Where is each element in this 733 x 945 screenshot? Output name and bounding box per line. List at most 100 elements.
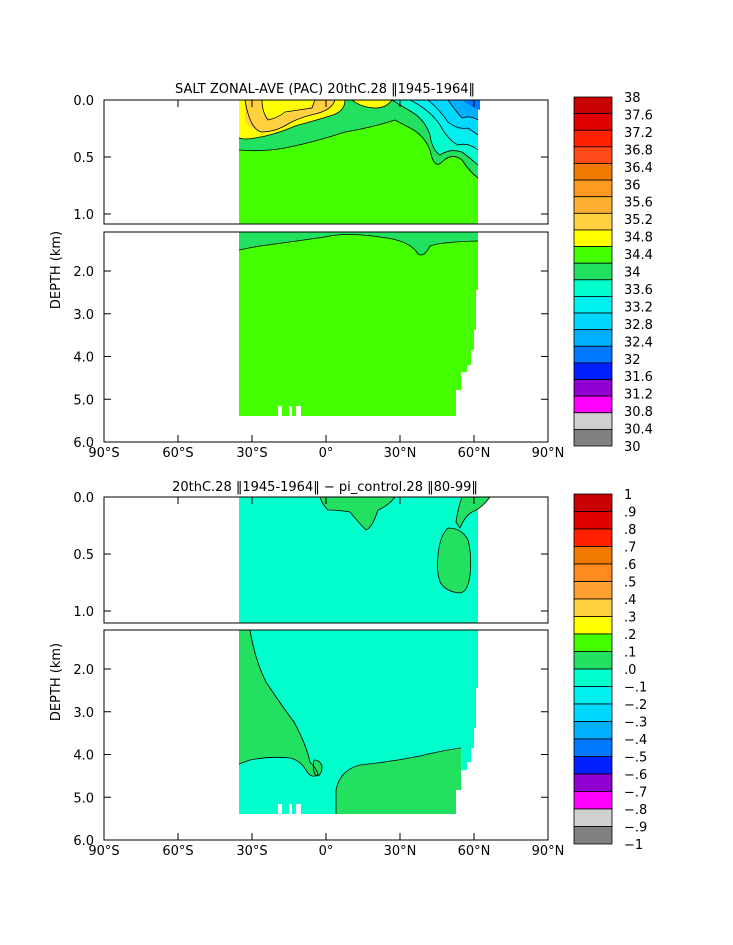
colorbar-swatch [573, 296, 613, 314]
salinity-lower-field [238, 232, 479, 416]
colorbar-label: .8 [624, 523, 636, 538]
x-tick-label: 30°S [236, 844, 267, 859]
y-tick-label: 6.0 [73, 436, 94, 451]
difference-upper-field [239, 497, 491, 623]
y-tick-label: 0.0 [73, 94, 94, 109]
colorbar-label: −.3 [624, 716, 647, 731]
x-tick-label: 90°S [88, 446, 119, 461]
y-tick-label: 1.0 [73, 208, 94, 223]
colorbar-swatch [573, 196, 613, 214]
colorbar-swatch [573, 129, 613, 148]
colorbar-label: 31.6 [624, 370, 653, 385]
difference-axes: 90°S 60°S 30°S 0° 30°N 60°N 90°N 0.0 0.5 1.0 2.0 3.… [73, 491, 564, 859]
colorbar-label: 37.2 [624, 126, 653, 141]
colorbar-label: 37.6 [624, 108, 653, 123]
colorbar-swatch [573, 179, 613, 198]
salinity-title: SALT ZONAL-AVE (PAC) 20thC.28 ‖1945-1964… [175, 82, 475, 97]
colorbar-swatch [573, 651, 613, 670]
x-tick-label: 0° [319, 446, 334, 461]
x-tick-label: 60°N [458, 844, 491, 859]
colorbar-swatch [573, 791, 613, 810]
colorbar-swatch [573, 756, 613, 775]
colorbar-label: .1 [624, 646, 636, 661]
colorbar-swatch [573, 808, 613, 827]
colorbar-swatch [573, 598, 613, 617]
colorbar-swatch [573, 246, 613, 264]
salinity-land-gaps [278, 406, 301, 416]
difference-south-positive [239, 630, 318, 777]
salinity-panel: SALT ZONAL-AVE (PAC) 20thC.28 ‖1945-1964… [49, 82, 653, 461]
x-tick-label: 30°N [384, 844, 417, 859]
colorbar-label: 38 [624, 91, 641, 106]
colorbar-swatch [573, 163, 613, 181]
difference-colorbar: 1 .9 .8 .7 .6 .5 .4 .3 .2 .1 .0 −.1 −.2 −.3 −.4 −.5 −.6 −… [573, 488, 647, 853]
salinity-colorbar: 38 37.6 37.2 36.8 36.4 36 35.6 35.2 34.8 34.4 34 33… [573, 91, 653, 455]
y-tick-label: 2.0 [73, 663, 94, 678]
colorbar-label: 36 [624, 178, 641, 193]
colorbar-swatch [573, 379, 613, 397]
colorbar-label: 31.2 [624, 388, 653, 403]
colorbar-swatch [573, 229, 613, 247]
colorbar-swatch [573, 826, 613, 845]
colorbar-swatch [573, 262, 613, 281]
colorbar-swatch [573, 546, 613, 565]
colorbar-label: −.9 [624, 821, 647, 836]
colorbar-swatch [573, 395, 613, 414]
colorbar-label: 36.4 [624, 161, 653, 176]
x-tick-label: 90°N [532, 844, 565, 859]
salinity-contour-34-8-north [352, 100, 392, 108]
x-tick-label: 30°S [236, 446, 267, 461]
y-tick-label: 5.0 [73, 393, 94, 408]
colorbar-label: 32.8 [624, 318, 653, 333]
colorbar-swatch [573, 428, 613, 447]
colorbar-swatch [573, 581, 613, 600]
colorbar-label: .2 [624, 628, 636, 643]
colorbar-swatch [573, 329, 613, 347]
colorbar-swatch [573, 96, 613, 115]
colorbar-swatch [573, 563, 613, 582]
colorbar-swatch [573, 738, 613, 757]
colorbar-label: −.5 [624, 751, 647, 766]
colorbar-swatch [573, 146, 613, 164]
salinity-contour-35-6 [262, 100, 315, 119]
colorbar-label: .9 [624, 506, 636, 521]
colorbar-label: .3 [624, 611, 636, 626]
colorbar-label: 32.4 [624, 335, 653, 350]
colorbar-label: −.1 [624, 681, 647, 696]
colorbar-label: 34.8 [624, 231, 653, 246]
colorbar-swatch [573, 721, 613, 740]
colorbar-swatch [573, 668, 613, 687]
salinity-upper-layer [239, 232, 478, 255]
y-tick-label: 6.0 [73, 834, 94, 849]
colorbar-swatch [573, 279, 613, 297]
salinity-upper-field [238, 100, 480, 224]
colorbar-label: 35.6 [624, 196, 653, 211]
x-tick-label: 60°S [162, 446, 193, 461]
colorbar-swatch [573, 212, 613, 231]
difference-upper-contours [319, 497, 491, 594]
y-tick-label: 4.0 [73, 749, 94, 764]
colorbar-swatch [573, 511, 613, 530]
salinity-lower-contours [238, 234, 479, 256]
colorbar-label: .4 [624, 593, 636, 608]
colorbar-swatch [573, 528, 613, 547]
y-tick-label: 0.5 [73, 151, 94, 166]
colorbar-swatch [573, 345, 613, 364]
salinity-deep-field [239, 232, 478, 416]
colorbar-label: 34 [624, 266, 641, 281]
difference-panel: 20thC.28 ‖1945-1964‖ − pi_control.28 ‖80… [49, 480, 647, 859]
colorbar-swatch [573, 362, 613, 380]
x-tick-label: 60°N [458, 446, 491, 461]
difference-subpolar-cell [437, 528, 471, 593]
colorbar-swatch [573, 113, 613, 131]
colorbar-label: −.2 [624, 698, 647, 713]
colorbar-label: .7 [624, 541, 636, 556]
difference-small-cell [313, 760, 322, 776]
y-tick-label: 3.0 [73, 706, 94, 721]
colorbar-label: −1 [624, 838, 643, 853]
colorbar-label: 30.4 [624, 423, 653, 438]
colorbar-swatch [573, 412, 613, 430]
colorbar-label: 35.2 [624, 213, 653, 228]
colorbar-label: 33.2 [624, 300, 653, 315]
